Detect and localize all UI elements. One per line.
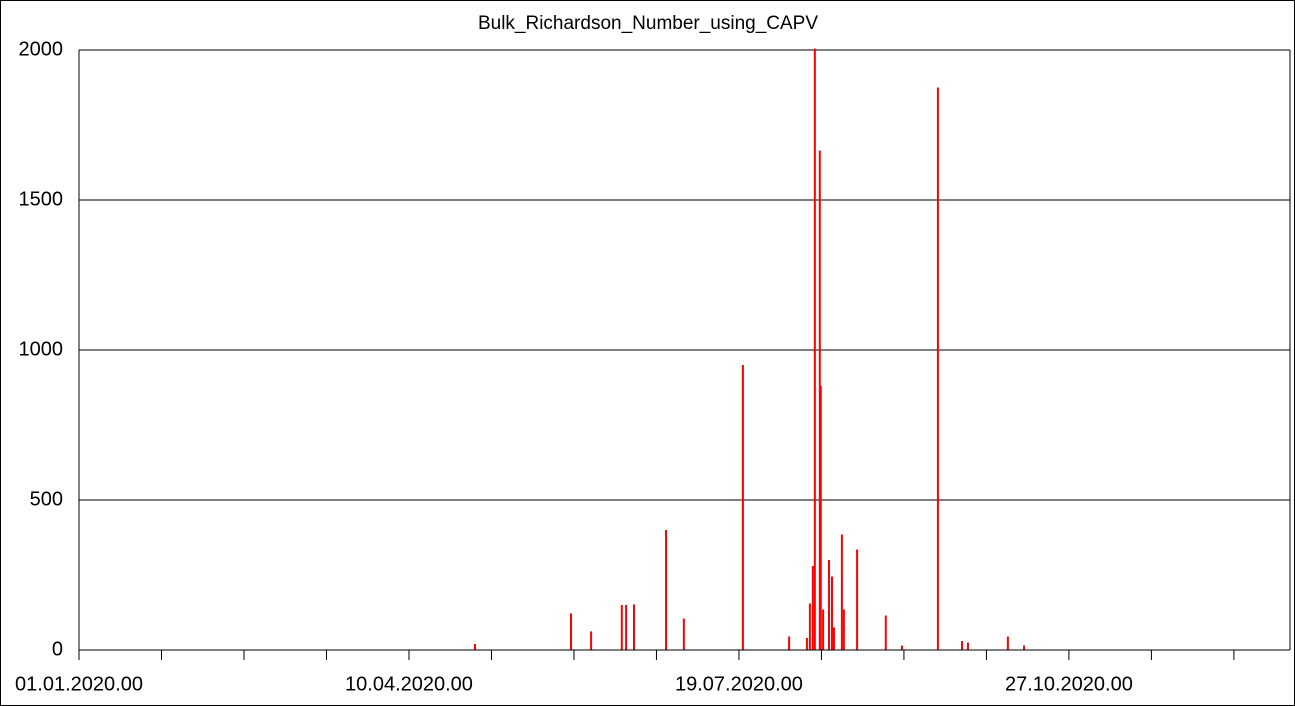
bar (884, 615, 887, 650)
bar (625, 605, 628, 650)
bar (840, 534, 843, 650)
bar (620, 605, 623, 650)
bar (813, 48, 816, 650)
bar (966, 642, 969, 650)
bar (808, 603, 811, 650)
bar (856, 549, 859, 650)
bar (665, 530, 668, 650)
bar (741, 365, 744, 650)
bar (819, 386, 822, 650)
bar (633, 604, 636, 650)
bar (1023, 645, 1026, 650)
bar (832, 627, 835, 650)
bar (822, 609, 825, 650)
bar (682, 618, 685, 650)
y-tick-label: 500 (30, 488, 63, 510)
bar (936, 87, 939, 650)
y-tick-label: 0 (52, 638, 63, 660)
bar (569, 613, 572, 650)
bar (473, 644, 476, 650)
chart-title: Bulk_Richardson_Number_using_CAPV (478, 13, 818, 34)
bar (900, 645, 903, 650)
bar (1006, 636, 1009, 650)
x-tick-label: 10.04.2020.00 (345, 673, 473, 695)
bar (842, 609, 845, 650)
y-tick-label: 1000 (19, 338, 64, 360)
bar (805, 638, 808, 650)
bar (811, 566, 814, 650)
y-tick-label: 2000 (19, 38, 64, 60)
bar (830, 576, 833, 650)
x-tick-label: 19.07.2020.00 (675, 673, 803, 695)
bar (590, 631, 593, 650)
bar (961, 641, 964, 650)
bar (788, 636, 791, 650)
x-tick-label: 27.10.2020.00 (1005, 673, 1133, 695)
x-tick-label: 01.01.2020.00 (15, 673, 143, 695)
y-tick-label: 1500 (19, 188, 64, 210)
bar (828, 560, 831, 650)
